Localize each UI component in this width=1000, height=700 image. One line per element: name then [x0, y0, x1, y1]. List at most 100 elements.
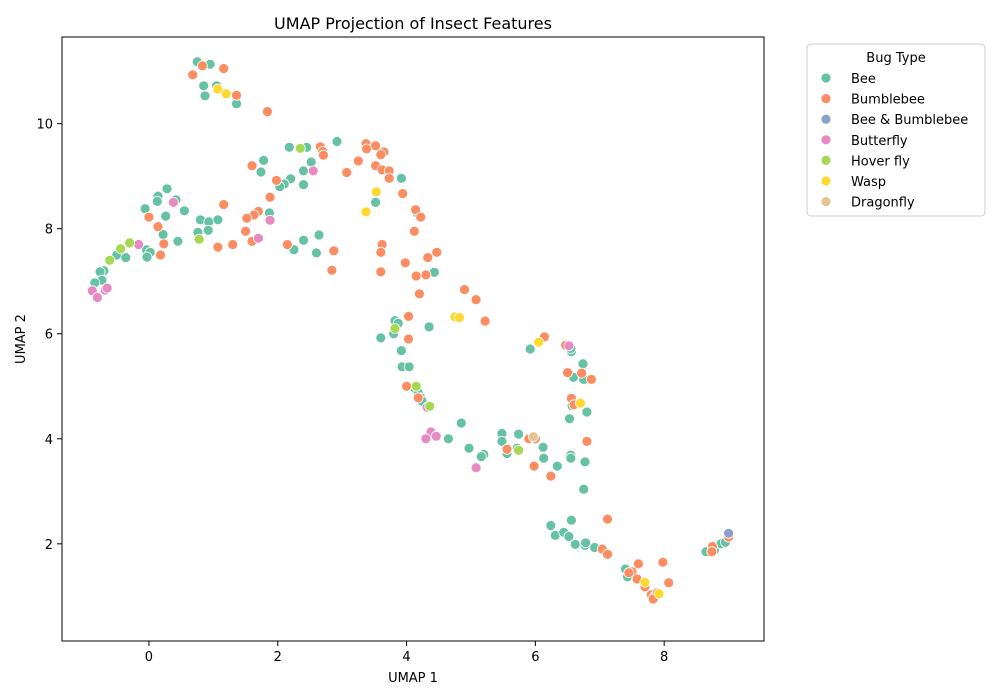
point-bumblebee	[408, 225, 420, 237]
point-bee	[310, 247, 322, 259]
legend-marker-bee	[820, 72, 832, 84]
point-bee	[463, 442, 475, 454]
point-bumblebee	[370, 140, 382, 152]
legend-label-bee: Bee	[851, 72, 876, 87]
point-bee	[563, 531, 575, 542]
legend-marker-bee-bumblebee	[820, 113, 832, 125]
point-bee	[178, 205, 190, 217]
point-bumblebee	[241, 212, 253, 224]
point-bumblebee	[383, 172, 395, 184]
point-wasp	[220, 88, 232, 100]
point-hover-fly	[104, 254, 116, 266]
point-bee	[577, 358, 589, 370]
point-bee	[569, 539, 581, 550]
legend-label-hover-fly: Hover fly	[851, 154, 910, 169]
point-bee	[298, 165, 309, 177]
point-bumblebee	[152, 221, 164, 233]
point-bee	[537, 441, 549, 453]
point-bee	[564, 413, 575, 425]
x-axis: 0 2 4 6 8	[145, 641, 668, 665]
point-bee	[395, 345, 407, 357]
point-bee	[313, 229, 325, 241]
point-hover-fly	[410, 380, 422, 392]
point-bee	[120, 252, 132, 264]
point-bumblebee	[420, 269, 432, 281]
point-bumblebee	[403, 333, 414, 345]
point-bumblebee	[403, 310, 414, 322]
point-bumblebee	[586, 373, 597, 385]
legend-frame	[806, 43, 986, 217]
point-wasp	[575, 397, 586, 409]
legend-marker-wasp	[820, 175, 832, 187]
point-bumblebee	[706, 546, 718, 558]
point-bumblebee	[328, 245, 340, 257]
point-bumblebee	[422, 252, 434, 264]
point-bee	[283, 141, 295, 153]
point-butterfly	[307, 165, 319, 177]
y-tick-label: 2	[45, 538, 53, 553]
legend: Bug Type Bee Bumblebee Bee & Bumblebee Butt…	[806, 43, 986, 217]
point-butterfly	[167, 196, 179, 208]
point-bumblebee	[281, 239, 293, 250]
point-bee	[524, 343, 536, 355]
legend-marker-hover-fly	[820, 154, 832, 166]
y-axis: 2 4 6 8 10	[36, 118, 62, 553]
point-bumblebee	[623, 567, 635, 579]
legend-marker-butterfly	[820, 134, 832, 146]
legend-label-bumblebee: Bumblebee	[851, 93, 925, 108]
point-bumblebee	[271, 174, 282, 186]
point-bee	[566, 514, 577, 526]
point-butterfly	[252, 232, 264, 244]
point-bee	[331, 136, 343, 147]
point-bumblebee	[361, 143, 373, 155]
point-bumblebee	[318, 149, 329, 161]
point-bee	[151, 195, 163, 207]
point-bumblebee	[602, 548, 613, 560]
point-wasp	[533, 336, 544, 348]
point-bumblebee	[657, 556, 669, 568]
point-bumblebee	[410, 204, 422, 216]
point-butterfly	[133, 239, 145, 250]
point-bee	[199, 90, 211, 102]
point-bumblebee	[633, 558, 644, 570]
point-bumblebee	[246, 160, 258, 172]
point-bumblebee	[415, 211, 427, 223]
point-hover-fly	[124, 237, 136, 249]
legend-label-butterfly: Butterfly	[851, 134, 908, 149]
point-wasp	[639, 576, 651, 588]
point-bumblebee	[218, 199, 230, 210]
y-tick-label: 8	[45, 223, 53, 238]
point-butterfly	[420, 433, 432, 445]
x-tick-label: 0	[145, 650, 153, 665]
point-bee	[578, 483, 590, 495]
y-tick-label: 4	[45, 433, 53, 448]
chart-title: UMAP Projection of Insect Features	[274, 14, 552, 33]
point-bumblebee	[663, 577, 675, 589]
point-bumblebee	[264, 191, 276, 203]
point-bumblebee	[375, 149, 387, 161]
x-axis-label: UMAP 1	[388, 671, 438, 686]
point-wasp	[370, 186, 382, 198]
point-bee	[258, 154, 270, 166]
point-bee	[581, 406, 593, 418]
point-bumblebee	[261, 106, 273, 117]
legend-label-bee-bumblebee: Bee & Bumblebee	[851, 113, 968, 128]
point-bumblebee	[196, 60, 208, 72]
point-bumblebee	[602, 513, 613, 525]
point-bumblebee	[576, 367, 588, 379]
point-hover-fly	[389, 323, 401, 334]
point-bumblebee	[375, 266, 387, 278]
point-bee	[212, 214, 224, 226]
point-hover-fly	[193, 233, 205, 245]
point-butterfly	[264, 214, 276, 226]
legend-marker-dragonfly	[820, 196, 832, 208]
point-bumblebee	[501, 443, 513, 455]
point-bee	[198, 80, 210, 92]
point-bumblebee	[218, 63, 230, 74]
point-bee	[141, 251, 153, 263]
legend-entries: Bee Bumblebee Bee & Bumblebee Butterfly Hove…	[820, 72, 968, 211]
point-bee-bumblebee	[723, 527, 734, 539]
x-tick-label: 4	[402, 650, 410, 665]
plot-frame	[61, 36, 765, 642]
